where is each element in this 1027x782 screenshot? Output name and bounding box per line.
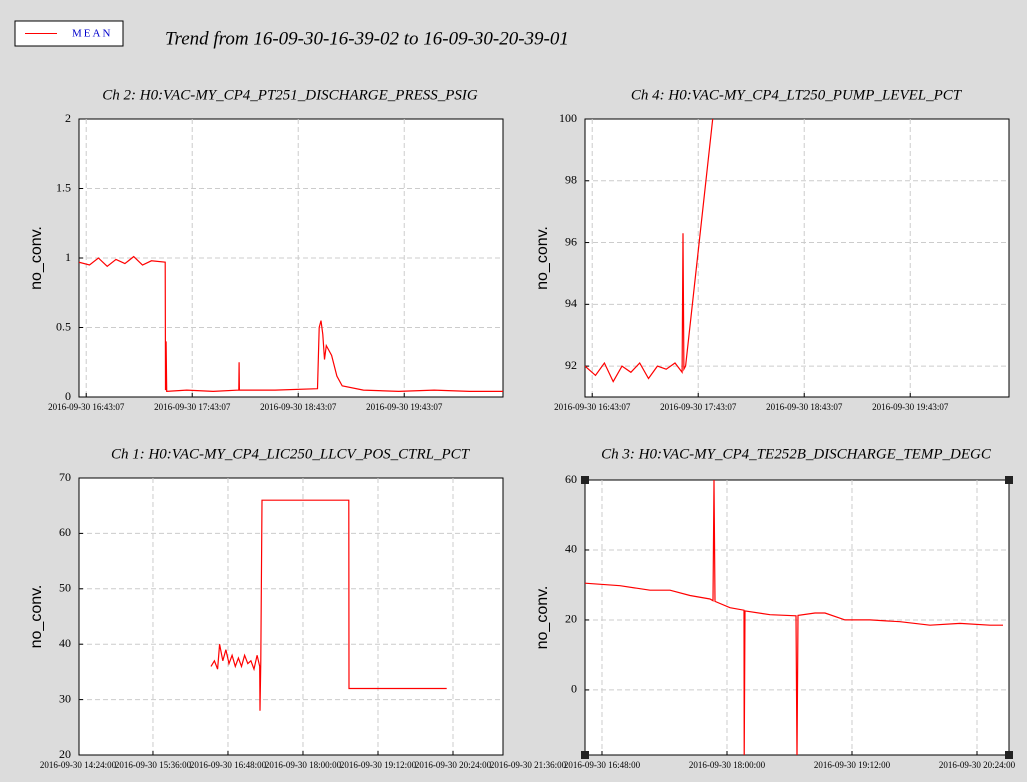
y-tick-label: 0 — [571, 682, 577, 696]
data-line — [585, 480, 1003, 755]
x-tick-label: 2016-09-30 16:48:00 — [190, 760, 267, 770]
selection-handle — [581, 751, 589, 759]
x-tick-label: 2016-09-30 17:43:07 — [154, 402, 231, 412]
plot-area — [584, 118, 1010, 398]
y-tick-label: 60 — [565, 472, 577, 486]
y-axis-label: no_conv. — [534, 586, 551, 650]
selection-handle — [581, 476, 589, 484]
data-line — [79, 255, 503, 393]
chart-title: Ch 1: H0:VAC-MY_CP4_LIC250_LLCV_POS_CTRL… — [111, 446, 471, 462]
y-tick-label: 20 — [565, 612, 577, 626]
x-tick-label: 2016-09-30 16:43:07 — [48, 402, 125, 412]
y-tick-label: 60 — [59, 525, 71, 539]
x-tick-label: 2016-09-30 18:43:07 — [766, 402, 843, 412]
y-axis-label: no_conv. — [28, 226, 45, 290]
selection-handle — [1005, 751, 1013, 759]
y-tick-label: 94 — [565, 296, 577, 310]
x-tick-label: 2016-09-30 18:43:07 — [260, 402, 337, 412]
y-tick-label: 40 — [565, 542, 577, 556]
selection-handle — [1005, 476, 1013, 484]
x-tick-label: 2016-09-30 19:12:00 — [814, 760, 891, 770]
x-tick-label: 2016-09-30 15:36:00 — [115, 760, 192, 770]
y-tick-label: 98 — [565, 173, 577, 187]
y-tick-label: 0 — [65, 389, 71, 403]
x-tick-label: 2016-09-30 19:43:07 — [872, 402, 949, 412]
y-tick-label: 1 — [65, 250, 71, 264]
y-tick-label: 96 — [565, 234, 577, 248]
page-title: Trend from 16-09-30-16-39-02 to 16-09-30… — [165, 28, 569, 49]
chart-title: Ch 2: H0:VAC-MY_CP4_PT251_DISCHARGE_PRES… — [102, 87, 478, 103]
y-tick-label: 92 — [565, 358, 577, 372]
y-tick-label: 40 — [59, 636, 71, 650]
legend-label: MEAN — [72, 28, 112, 40]
y-tick-label: 100 — [559, 111, 577, 125]
y-tick-label: 70 — [59, 470, 71, 484]
x-tick-label: 2016-09-30 14:24:00 — [40, 760, 117, 770]
x-tick-label: 2016-09-30 20:24:00 — [939, 760, 1016, 770]
x-tick-label: 2016-09-30 20:24:00 — [415, 760, 492, 770]
y-tick-label: 2 — [65, 111, 71, 125]
y-tick-label: 30 — [59, 691, 71, 705]
y-axis-label: no_conv. — [534, 226, 551, 290]
data-line — [585, 119, 714, 383]
y-axis-label: no_conv. — [28, 585, 45, 649]
data-line — [210, 499, 447, 711]
y-tick-label: 20 — [59, 747, 71, 761]
x-tick-label: 2016-09-30 16:48:00 — [564, 760, 641, 770]
chart-title: Ch 4: H0:VAC-MY_CP4_LT250_PUMP_LEVEL_PCT — [631, 87, 963, 103]
y-tick-label: 0.5 — [56, 319, 71, 333]
x-tick-label: 2016-09-30 16:43:07 — [554, 402, 631, 412]
x-tick-label: 2016-09-30 18:00:00 — [265, 760, 342, 770]
y-tick-label: 1.5 — [56, 180, 71, 194]
plot-area — [78, 477, 504, 756]
chart-title: Ch 3: H0:VAC-MY_CP4_TE252B_DISCHARGE_TEM… — [601, 446, 992, 462]
x-tick-label: 2016-09-30 18:00:00 — [689, 760, 766, 770]
x-tick-label: 2016-09-30 19:43:07 — [366, 402, 443, 412]
x-tick-label: 2016-09-30 21:36:00 — [490, 760, 567, 770]
x-tick-label: 2016-09-30 19:12:00 — [340, 760, 417, 770]
y-tick-label: 50 — [59, 581, 71, 595]
x-tick-label: 2016-09-30 17:43:07 — [660, 402, 737, 412]
